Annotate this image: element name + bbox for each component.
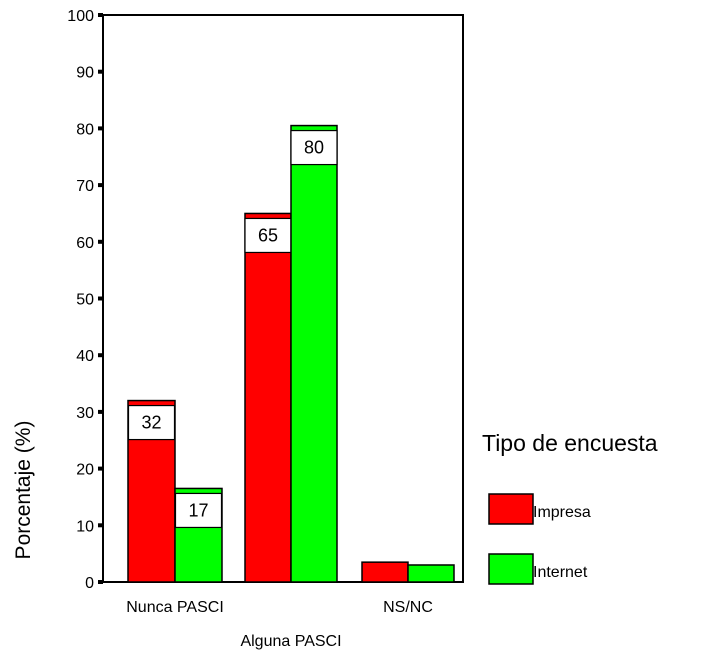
x-axis: Nunca PASCI Alguna PASCI NS/NC: [126, 599, 433, 650]
bar-internet-2: [407, 564, 455, 583]
y-tick-label: 90: [76, 65, 94, 82]
data-label-box: [127, 404, 176, 441]
bar-internet-1: [290, 124, 338, 583]
data-label: 17: [188, 500, 208, 520]
legend-swatch-impresa: [488, 493, 534, 525]
bar-impresa-2: [361, 561, 409, 583]
y-axis-title: Porcentaje (%): [12, 421, 35, 560]
x-category-label: Nunca PASCI: [126, 599, 224, 616]
data-label: 65: [258, 225, 278, 245]
data-label-box: [290, 129, 338, 166]
legend-swatch-internet: [488, 553, 534, 585]
y-axis: 0 10 20 30 40 50 60 70 80 90 100: [67, 8, 103, 592]
legend-label-internet: Internet: [533, 564, 588, 581]
y-tick-label: 40: [76, 348, 94, 365]
x-category-label: NS/NC: [383, 599, 433, 616]
y-tick-label: 70: [76, 178, 94, 195]
legend: Impresa Internet: [488, 493, 591, 585]
y-tick-label: 50: [76, 292, 94, 309]
y-tick-label: 100: [67, 8, 94, 25]
legend-title: Tipo de encuesta: [482, 430, 658, 456]
data-label: 32: [141, 413, 161, 433]
x-category-label: Alguna PASCI: [240, 633, 341, 650]
data-label: 80: [304, 138, 324, 158]
y-tick-label: 30: [76, 405, 94, 422]
bar-impresa-1: [244, 212, 292, 583]
data-label-box: [174, 492, 223, 529]
bars: 32 65 17 80: [127, 124, 455, 583]
legend-label-impresa: Impresa: [533, 504, 591, 521]
y-tick-label: 10: [76, 518, 94, 535]
y-tick-label: 60: [76, 235, 94, 252]
y-tick-label: 20: [76, 462, 94, 479]
y-tick-label: 0: [85, 575, 94, 592]
y-tick-label: 80: [76, 121, 94, 138]
